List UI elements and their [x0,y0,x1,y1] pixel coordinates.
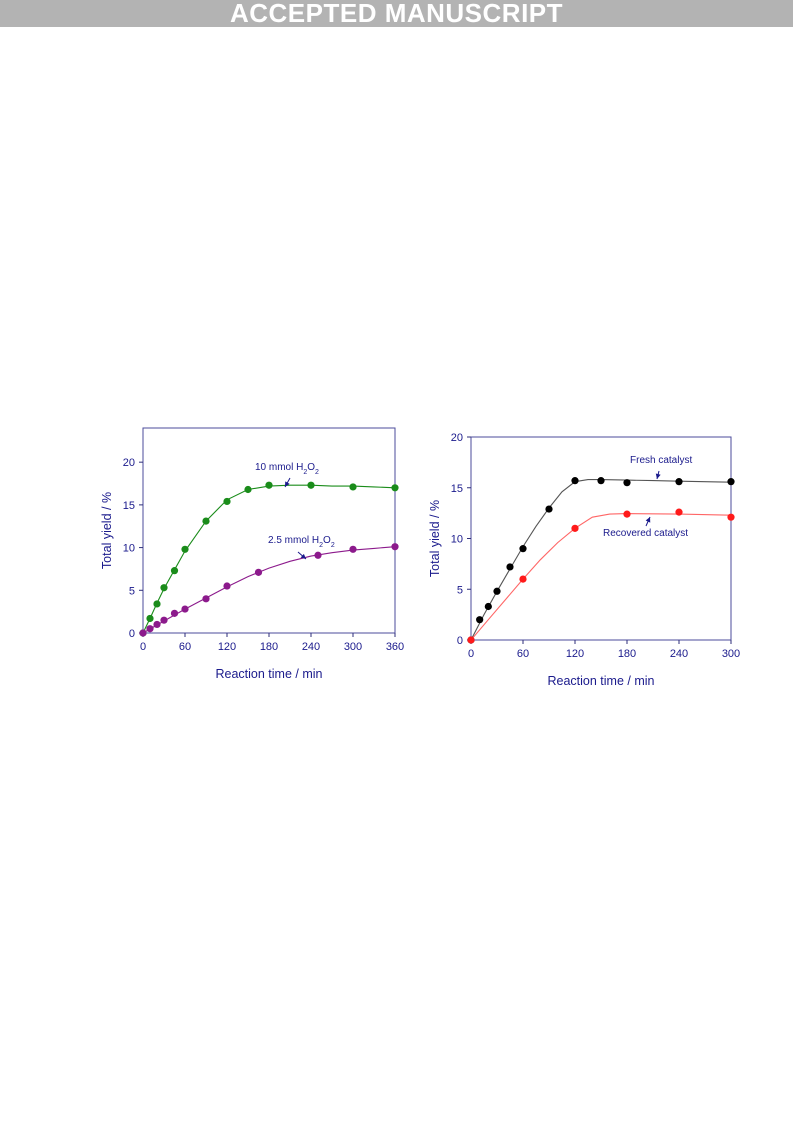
data-point [146,625,154,633]
data-point [597,477,605,485]
annotation-arrowhead [645,517,651,523]
data-point [307,481,315,489]
data-point [223,497,231,506]
data-point [146,614,154,623]
data-point [349,483,357,491]
annotation-arrowhead [655,473,661,479]
y-tick-label: 0 [457,635,463,647]
data-point [202,595,210,603]
y-tick-label: 15 [451,483,463,495]
data-point [519,575,527,583]
data-point [675,478,683,486]
y-tick-label: 20 [123,457,135,469]
data-point [727,513,735,521]
series-annotation: Recovered catalyst [603,528,688,539]
y-tick-label: 15 [123,500,135,512]
data-point [675,508,683,516]
y-tick-label: 20 [451,432,463,444]
data-point [314,551,322,559]
data-point [571,477,579,485]
series-annotation: 10 mmol H2O2 [255,462,319,476]
y-axis-label: Total yield / % [428,500,442,577]
data-point [254,568,263,576]
y-axis-label: Total yield / % [100,492,114,569]
x-tick-label: 360 [386,641,404,653]
manuscript-banner: ACCEPTED MANUSCRIPT [0,0,793,27]
series-line [142,484,396,634]
x-tick-label: 300 [722,648,740,660]
data-point [391,484,399,492]
data-point [519,545,527,553]
y-tick-label: 10 [451,534,463,546]
data-point [181,545,189,553]
x-tick-label: 180 [618,648,636,660]
x-tick-label: 60 [179,641,191,653]
x-tick-label: 300 [344,641,362,653]
annotation-arrowhead [285,481,290,487]
data-point [623,479,631,487]
series-annotation: Fresh catalyst [630,455,692,466]
y-tick-label: 5 [129,585,135,597]
x-axis-label: Reaction time / min [548,674,655,688]
data-point [349,545,357,553]
data-point [139,629,147,637]
series-line [470,513,732,641]
x-tick-label: 120 [218,641,236,653]
x-tick-label: 180 [260,641,278,653]
data-point [160,616,168,624]
data-point [476,616,484,624]
series-line [470,479,732,641]
x-tick-label: 0 [140,641,146,653]
data-point [506,563,514,571]
x-tick-label: 60 [517,648,529,660]
series-annotation: 2.5 mmol H2O2 [268,535,335,549]
plot-frame [142,427,396,634]
data-point [571,524,579,532]
x-tick-label: 120 [566,648,584,660]
data-point [727,478,735,486]
data-point [391,543,399,551]
data-point [170,567,179,575]
x-tick-label: 0 [468,648,474,660]
data-point [467,636,475,644]
y-tick-label: 10 [123,543,135,555]
data-point [202,517,210,525]
data-point [244,485,252,494]
data-point [170,609,179,617]
data-point [153,600,161,608]
x-tick-label: 240 [670,648,688,660]
data-point [153,620,161,629]
data-point [265,481,273,489]
x-tick-label: 240 [302,641,320,653]
plot-frame [470,436,732,641]
data-point [493,587,501,595]
data-point [484,602,492,611]
yield-vs-time-chart-catalyst: 0 60 120 180 240 300 0 5 10 15 20 Reaction time / m… [428,432,740,688]
data-point [181,605,189,613]
data-point [160,584,168,592]
x-axis-label: Reaction time / min [216,667,323,681]
y-tick-label: 0 [129,628,135,640]
data-point [545,505,553,513]
y-tick-label: 5 [457,584,463,596]
annotation-arrowhead [300,553,306,559]
yield-vs-time-chart-h2o2: 0 60 120 180 240 300 360 0 5 10 15 20 Reaction time … [100,427,404,681]
data-point [623,510,631,518]
data-point [223,582,231,590]
